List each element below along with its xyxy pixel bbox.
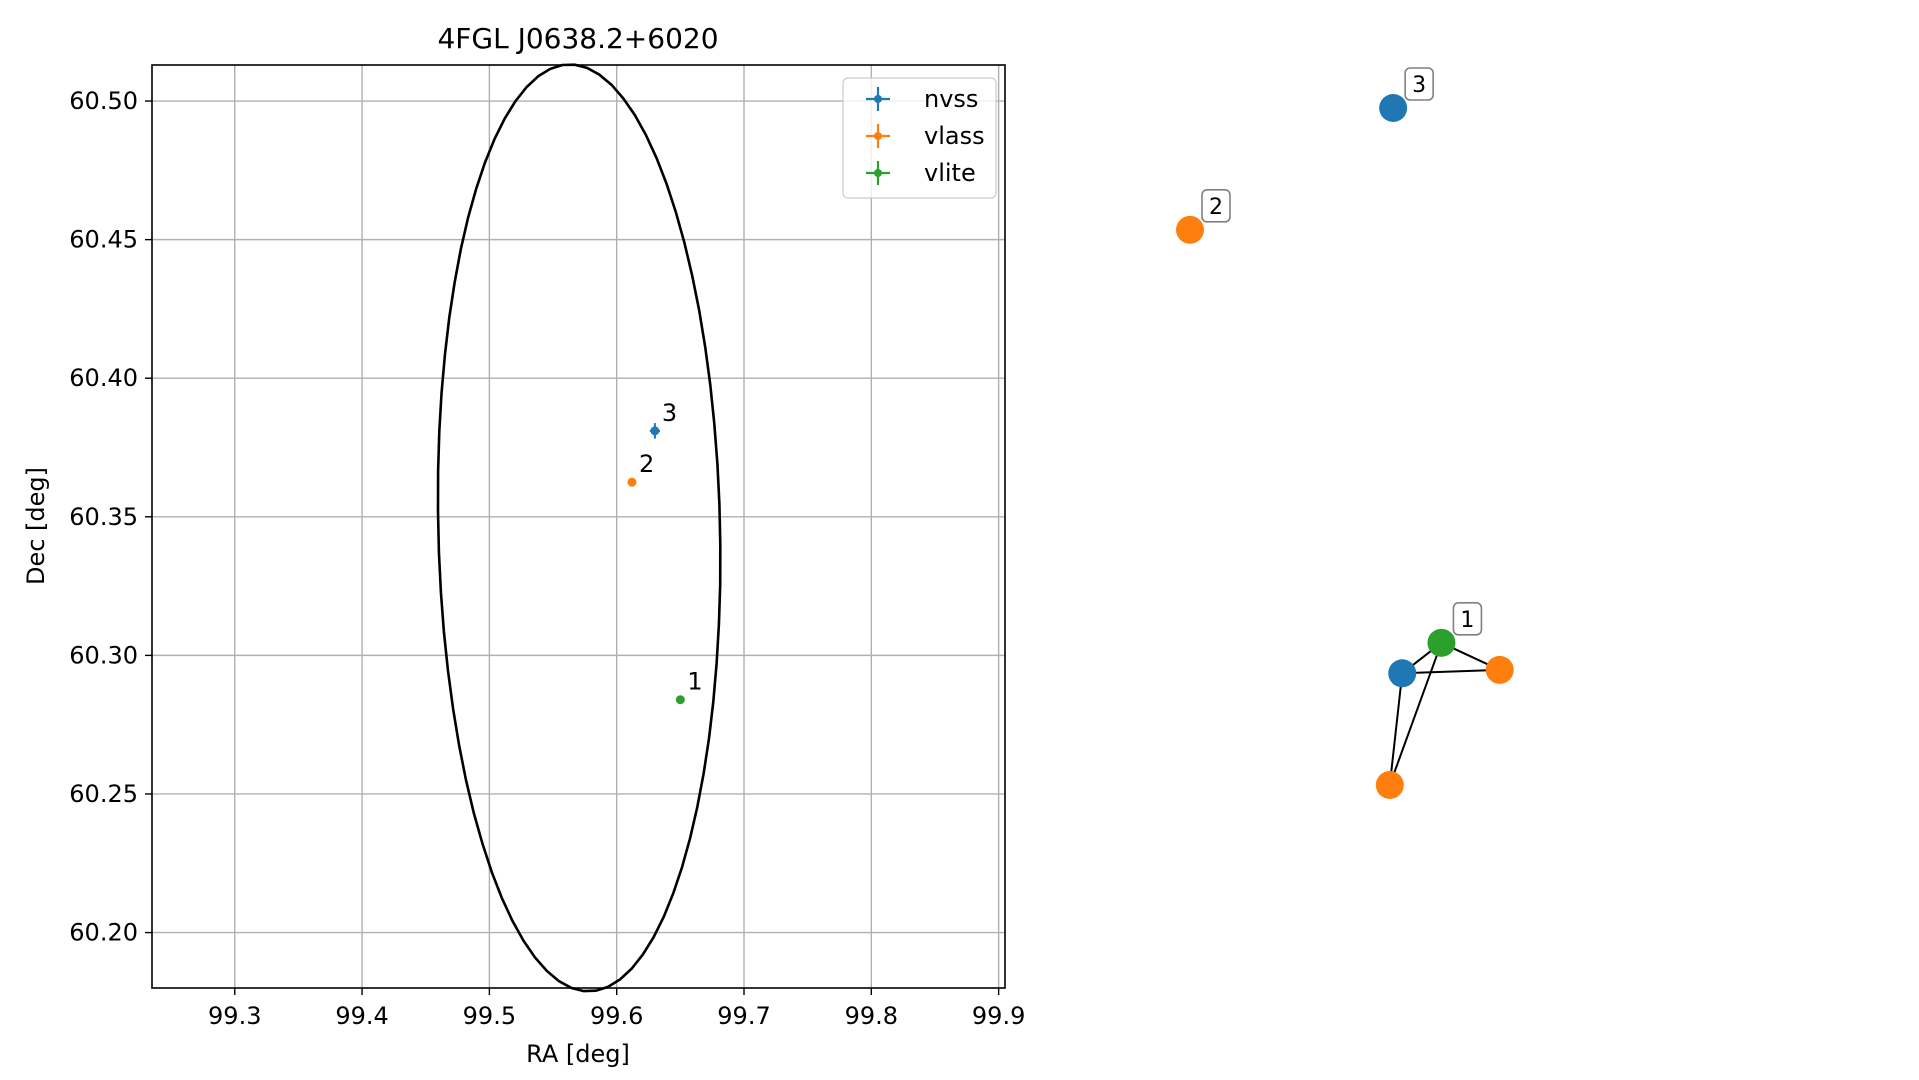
- uncertainty-ellipse: [436, 63, 722, 993]
- network-node-label: 3: [1412, 73, 1426, 98]
- chart-title: 4FGL J0638.2+6020: [437, 22, 718, 55]
- x-tick-label: 99.9: [972, 1002, 1025, 1030]
- legend-marker-vlass: [874, 132, 882, 140]
- ellipse-layer: [436, 63, 722, 993]
- legend: nvss vlass vlite: [842, 77, 997, 199]
- legend-entry-vlass: vlass: [866, 122, 985, 150]
- network-node-vlass: [1176, 215, 1204, 244]
- network-node-vlass: [1375, 771, 1404, 799]
- y-tick-label: 60.25: [69, 780, 138, 808]
- network-node-label: 1: [1460, 608, 1474, 633]
- data-point-vlite: 1: [675, 668, 703, 705]
- point-marker: [675, 695, 685, 705]
- legend-entry-nvss: nvss: [866, 85, 978, 113]
- x-axis-ticks: 99.3 99.4 99.5 99.6 99.7 99.8 99.9: [208, 988, 1025, 1030]
- x-tick-label: 99.3: [208, 1002, 261, 1030]
- point-marker: [650, 426, 660, 436]
- data-point-vlass: 2: [627, 450, 654, 487]
- point-marker: [627, 477, 637, 487]
- x-axis-label: RA [deg]: [526, 1040, 630, 1068]
- network-node-nvss: [1379, 94, 1408, 122]
- network-edge: [1402, 668, 1500, 675]
- point-label: 2: [639, 450, 654, 478]
- legend-marker-nvss: [874, 95, 882, 103]
- network-edge: [1388, 642, 1443, 786]
- y-tick-label: 60.20: [69, 919, 138, 947]
- y-tick-label: 60.40: [69, 364, 138, 392]
- network-node-nvss: [1388, 659, 1417, 688]
- scatter-plot: 4FGL J0638.2+6020 321 99.3 99.4 99.5 99.6 99…: [22, 22, 1025, 1068]
- legend-label-vlass: vlass: [924, 122, 985, 150]
- x-tick-label: 99.6: [590, 1002, 643, 1030]
- legend-label-nvss: nvss: [924, 85, 978, 113]
- plot-frame: [151, 64, 1006, 989]
- y-axis-ticks: 60.20 60.25 60.30 60.35 60.40 60.45 60.50: [69, 87, 152, 947]
- legend-entry-vlite: vlite: [866, 159, 976, 187]
- point-label: 3: [662, 399, 677, 427]
- x-tick-label: 99.8: [845, 1002, 898, 1030]
- network-label-box: [1452, 602, 1483, 636]
- network-graph: 3 2 1: [1176, 67, 1514, 799]
- y-tick-label: 60.35: [69, 503, 138, 531]
- legend-frame: [842, 77, 997, 199]
- grid-lines: [152, 65, 1005, 988]
- network-label-box: [1404, 67, 1434, 101]
- y-axis-label: Dec [deg]: [22, 467, 50, 585]
- y-tick-label: 60.45: [69, 226, 138, 254]
- network-node-vlite: [1427, 628, 1456, 657]
- data-points: 32 1: [627, 399, 703, 705]
- x-tick-label: 99.5: [463, 1002, 516, 1030]
- network-node-label: 2: [1209, 195, 1223, 220]
- data-point-nvss: 3: [649, 399, 677, 439]
- network-label-box: [1201, 189, 1231, 223]
- legend-label-vlite: vlite: [924, 159, 976, 187]
- y-tick-label: 60.50: [69, 87, 138, 115]
- x-tick-label: 99.4: [335, 1002, 388, 1030]
- network-node-vlass: [1485, 655, 1514, 684]
- legend-marker-vlite: [874, 169, 882, 177]
- x-tick-label: 99.7: [717, 1002, 770, 1030]
- point-label: 1: [687, 668, 702, 696]
- network-edge: [1388, 673, 1404, 786]
- y-tick-label: 60.30: [69, 641, 138, 669]
- network-nodes: 3 2 1: [1176, 67, 1514, 799]
